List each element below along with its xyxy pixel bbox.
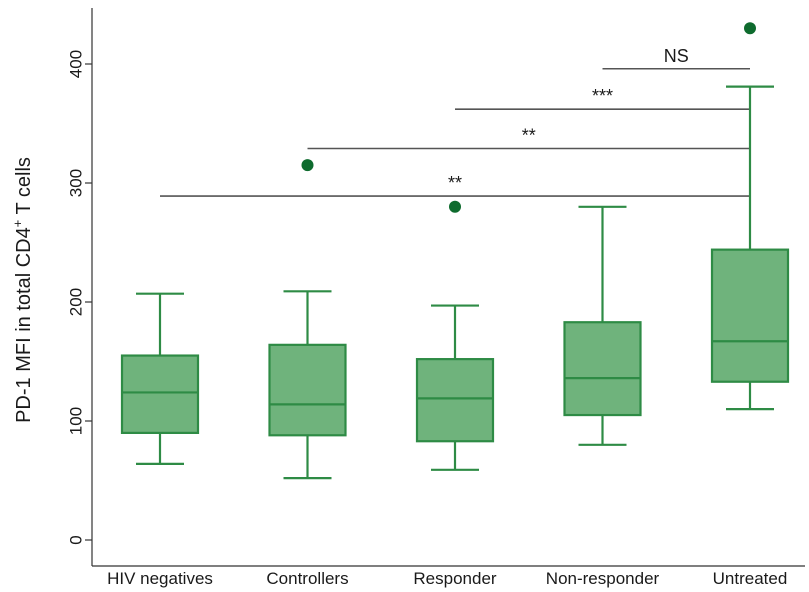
category-label: Responder <box>413 569 497 588</box>
iqr-box <box>415 358 495 443</box>
box-non-responder <box>563 205 642 446</box>
boxes <box>120 22 790 480</box>
iqr-box <box>710 248 790 383</box>
iqr-box <box>563 321 642 417</box>
y-tick-label: 400 <box>67 50 86 78</box>
y-tick-label: 0 <box>67 535 86 544</box>
category-labels: HIV negatives Controllers Responder Non-res… <box>107 569 787 588</box>
y-tick-label: 200 <box>67 288 86 316</box>
outlier-point <box>301 159 314 172</box>
category-label: Non-responder <box>546 569 660 588</box>
category-label: Controllers <box>266 569 348 588</box>
category-label: HIV negatives <box>107 569 213 588</box>
box-controllers <box>268 159 347 480</box>
significance-label: ** <box>448 173 462 193</box>
significance-label: ** <box>522 125 536 145</box>
outlier-point <box>744 22 756 35</box>
outlier-point <box>449 200 461 213</box>
category-label: Untreated <box>713 569 788 588</box>
iqr-box <box>268 343 347 437</box>
y-axis-label: PD-1 MFI in total CD4+ T cells <box>10 157 35 423</box>
significance-label: *** <box>592 86 613 106</box>
significance-brackets: NS******* <box>160 46 750 197</box>
box-responder <box>415 200 495 471</box>
y-ticks: 0 100 200 300 400 <box>67 50 92 545</box>
y-tick-label: 300 <box>67 169 86 197</box>
box-hiv-negatives <box>120 292 200 465</box>
iqr-box <box>120 354 200 434</box>
significance-label: NS <box>664 46 689 66</box>
box-untreated <box>710 22 790 411</box>
y-tick-label: 100 <box>67 407 86 435</box>
axes <box>91 8 805 567</box>
